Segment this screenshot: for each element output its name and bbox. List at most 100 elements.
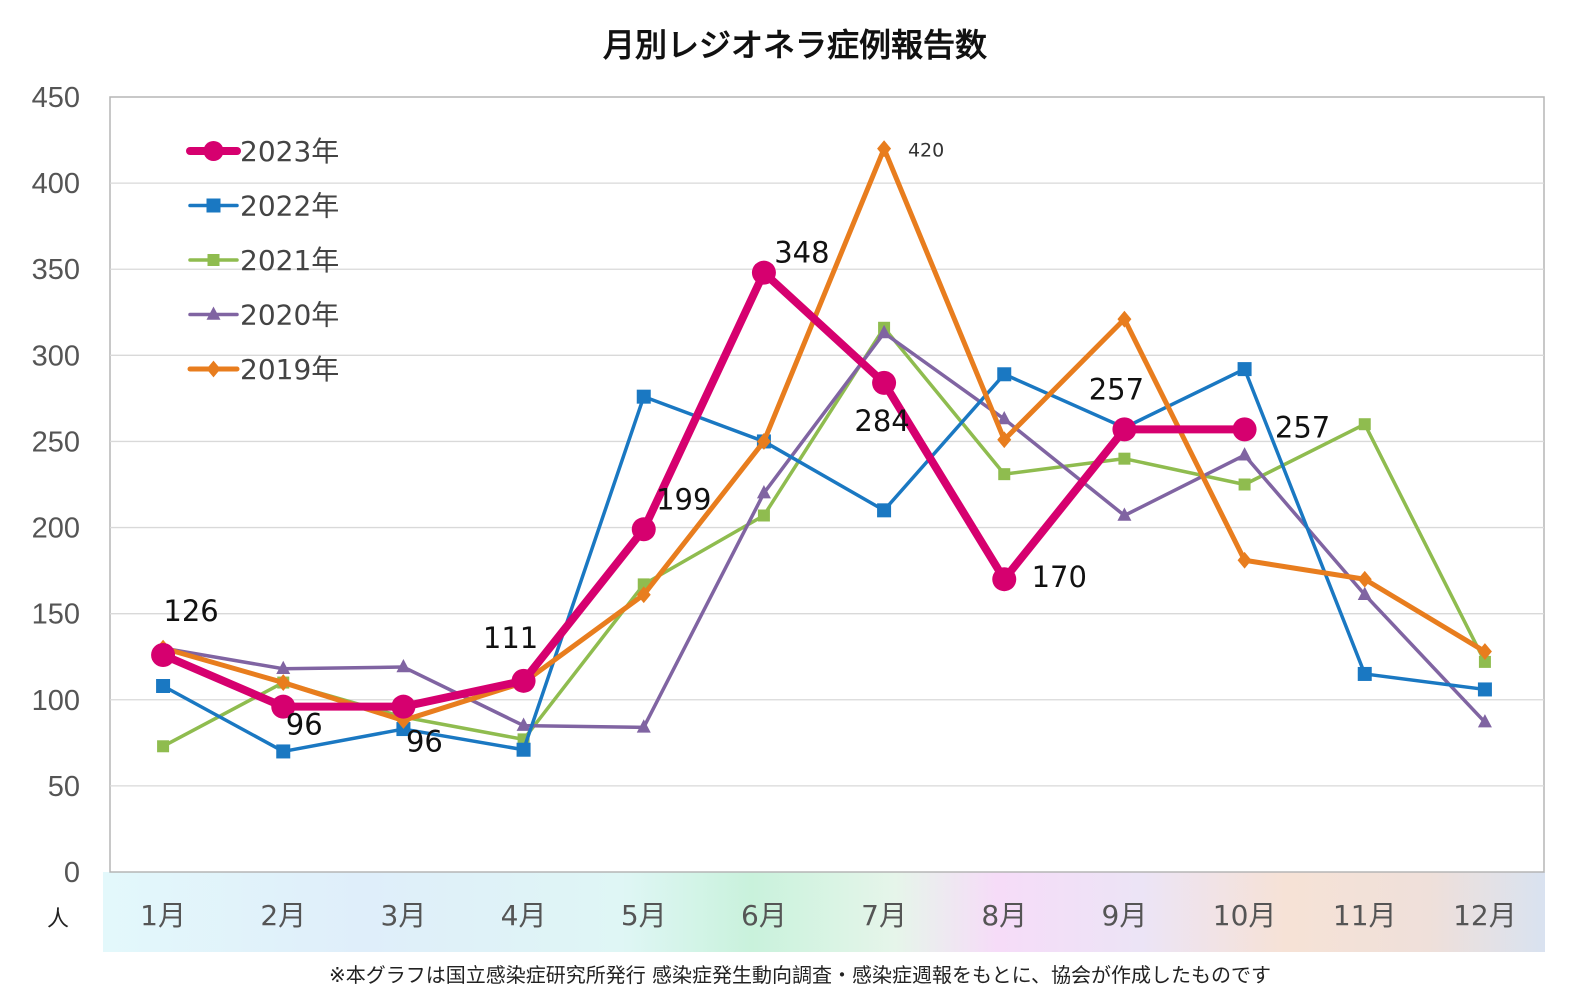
data-point (391, 694, 416, 719)
data-point (877, 503, 892, 518)
y-tick-label: 150 (32, 599, 80, 631)
data-point (1117, 310, 1132, 328)
data-point (756, 433, 771, 450)
legend-label: 2020年 (240, 299, 339, 332)
data-point (1477, 682, 1492, 697)
data-point (872, 370, 897, 395)
series-line (161, 367, 1487, 754)
data-point (1477, 643, 1492, 660)
series-line (159, 268, 1249, 711)
data-point (636, 719, 651, 733)
data-point (997, 411, 1012, 425)
data-point (1238, 478, 1251, 491)
data-point (396, 659, 411, 673)
legend-marker (206, 306, 221, 320)
data-point (1478, 655, 1491, 668)
legend-item: 2022年 (188, 190, 339, 223)
y-unit-label: 人 (47, 907, 69, 932)
data-label: 170 (1032, 560, 1087, 594)
data-point (157, 740, 170, 753)
x-tick-label: 10月 (1213, 899, 1277, 932)
data-point (276, 674, 291, 691)
footnote: ※本グラフは国立感染症研究所発行 感染症発生動向調査・感染症週報をもとに、協会が… (329, 963, 1271, 987)
data-point (1237, 447, 1252, 461)
legend-marker (207, 254, 220, 266)
legend-marker (206, 198, 221, 213)
data-label: 96 (406, 725, 443, 759)
data-point (1117, 507, 1132, 521)
legend-item: 2023年 (186, 135, 339, 168)
legend-item: 2019年 (187, 353, 339, 386)
data-labels: 126 96 96 111 199 348 284 170 257 257 420 (163, 140, 1330, 759)
series-line (161, 326, 1487, 749)
x-axis-band (103, 872, 1545, 952)
data-point (997, 431, 1012, 449)
x-tick-label: 7月 (861, 899, 907, 932)
legend-label: 2019年 (240, 353, 339, 386)
data-point (636, 586, 651, 604)
data-label: 257 (1275, 410, 1330, 444)
y-tick-label: 0 (64, 857, 80, 889)
x-axis-ticks: 1月 2月 3月 4月 5月 6月 7月 8月 9月 10月 11月 12月 (140, 899, 1517, 932)
x-tick-label: 5月 (621, 899, 667, 932)
data-point (757, 509, 770, 522)
legend-marker (206, 360, 221, 378)
legend-label: 2021年 (240, 244, 339, 277)
data-label: 284 (854, 404, 909, 438)
data-point (1112, 417, 1137, 442)
y-tick-label: 200 (32, 513, 80, 545)
data-point (156, 679, 171, 693)
data-point (276, 744, 291, 759)
series-line (161, 331, 1487, 730)
y-tick-label: 50 (48, 771, 80, 803)
data-point (516, 717, 531, 731)
legend-item: 2020年 (188, 299, 339, 332)
plot-area (109, 96, 1545, 873)
x-tick-label: 6月 (741, 899, 787, 932)
legend: 2023年 2022年 2021年 2020年 2019年 (186, 135, 339, 386)
data-point (756, 485, 771, 499)
data-point (631, 517, 656, 542)
y-tick-label: 450 (32, 82, 80, 114)
data-point (636, 389, 651, 404)
data-point (271, 694, 296, 719)
y-axis-ticks: 0 50 100 150 200 250 300 350 400 450 (32, 82, 80, 889)
data-point (1237, 362, 1252, 377)
y-tick-label: 250 (32, 426, 80, 458)
data-point (1232, 417, 1257, 442)
data-point (511, 668, 536, 693)
data-point (877, 324, 892, 339)
x-tick-label: 9月 (1102, 899, 1148, 932)
x-tick-label: 12月 (1453, 899, 1517, 932)
x-tick-label: 2月 (260, 899, 306, 932)
data-point (998, 468, 1011, 481)
data-label: 199 (656, 482, 711, 516)
legend-label: 2023年 (240, 135, 339, 168)
data-label: 420 (908, 140, 944, 162)
data-label: 126 (163, 594, 218, 628)
x-tick-label: 8月 (981, 899, 1027, 932)
data-point (1477, 714, 1492, 728)
legend-label: 2022年 (240, 190, 339, 223)
data-label: 111 (483, 621, 538, 655)
x-tick-label: 3月 (381, 899, 427, 932)
data-point (1118, 452, 1131, 465)
series-2023 (151, 260, 1257, 719)
data-point (992, 567, 1017, 592)
data-point (1357, 570, 1372, 588)
data-point (151, 643, 176, 667)
y-tick-label: 100 (32, 685, 80, 717)
data-point (877, 140, 892, 158)
y-tick-label: 350 (32, 254, 80, 286)
data-label: 257 (1089, 372, 1144, 406)
x-tick-label: 1月 (140, 899, 186, 932)
y-tick-label: 400 (32, 168, 80, 200)
data-point (1357, 666, 1372, 681)
data-point (516, 742, 531, 757)
x-tick-label: 11月 (1333, 899, 1397, 932)
data-label: 96 (286, 708, 323, 742)
data-point (1357, 586, 1372, 600)
chart-title: 月別レジオネラ症例報告数 (603, 26, 988, 64)
